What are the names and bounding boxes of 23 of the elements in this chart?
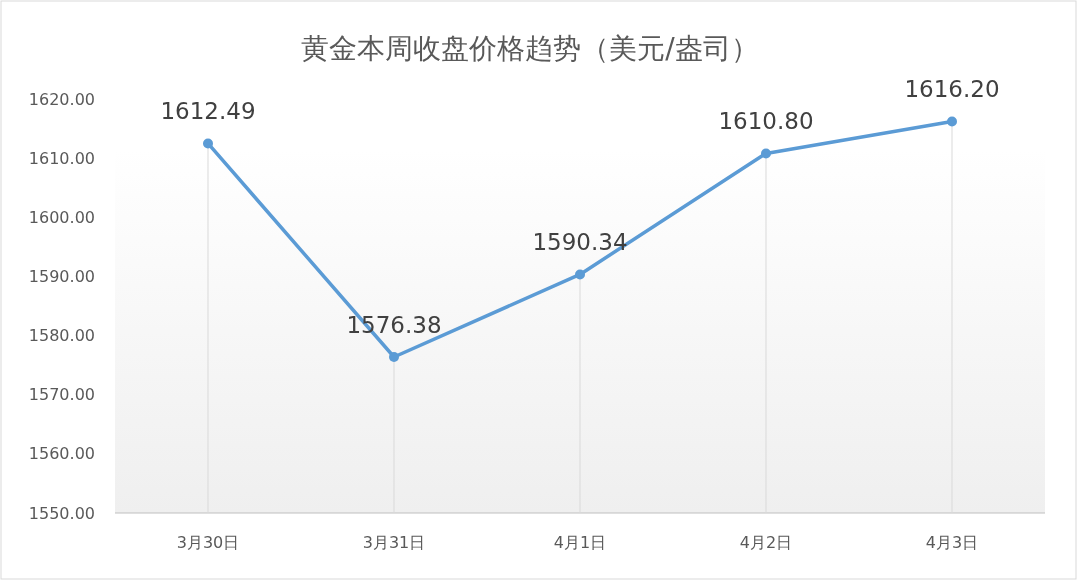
x-tick-label: 3月31日	[362, 533, 426, 552]
x-tick-label: 4月3日	[925, 533, 979, 552]
text: 1616.20	[904, 76, 1000, 103]
y-tick-label: 1600.00	[28, 207, 95, 227]
chart-title: 黄金本周收盘价格趋势（美元/盎司）	[301, 32, 759, 65]
y-tick-label: 1570.00	[28, 385, 95, 405]
y-tick-label: 1560.00	[28, 444, 95, 464]
point	[947, 116, 957, 127]
point	[389, 351, 399, 362]
y-tick-label: 1580.00	[28, 326, 95, 346]
text: 1610.80	[718, 108, 814, 135]
point	[203, 138, 213, 149]
x-tick-label: 4月1日	[553, 533, 607, 552]
point	[761, 148, 771, 159]
x-tick-label: 3月30日	[176, 533, 240, 552]
y-tick-label: 1610.00	[28, 148, 95, 168]
y-tick-label: 1620.00	[28, 89, 95, 109]
y-tick-label: 1550.00	[28, 503, 95, 523]
text: 1612.49	[160, 98, 256, 125]
point	[575, 269, 585, 280]
text: 1590.34	[532, 229, 628, 256]
y-tick-label: 1590.00	[28, 267, 95, 287]
x-tick-label: 4月2日	[739, 533, 793, 552]
